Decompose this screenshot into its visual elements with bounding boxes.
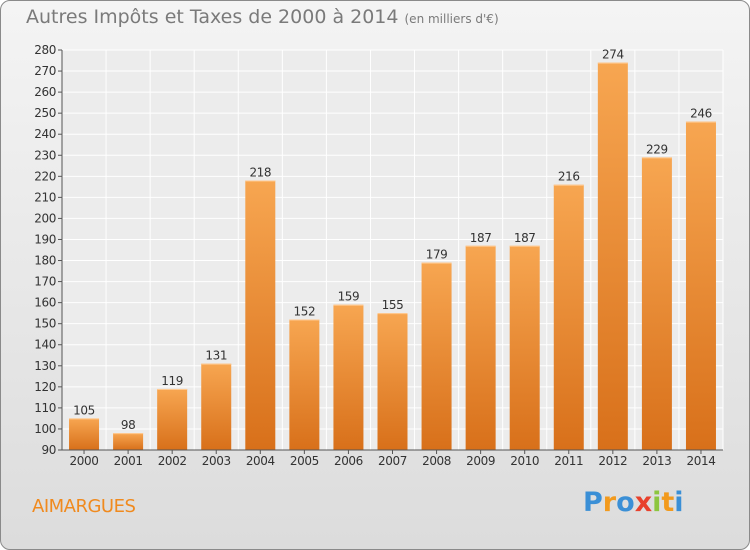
y-tick-label: 280 (34, 43, 56, 57)
x-tick-label-2000: 2000 (70, 454, 99, 468)
y-tick-label: 160 (34, 296, 56, 310)
bar-2000 (69, 418, 100, 450)
data-label-2000: 105 (73, 403, 95, 417)
y-tick-label: 240 (34, 127, 56, 141)
x-tick-label-2004: 2004 (246, 454, 275, 468)
y-tick-label: 230 (34, 148, 56, 162)
title-text: Autres Impôts et Taxes de 2000 à 2014 (26, 6, 399, 28)
logo-letter: o (616, 487, 635, 518)
x-tick-label-2001: 2001 (114, 454, 143, 468)
bar-2003 (201, 363, 232, 450)
data-label-2002: 119 (161, 374, 183, 388)
bar-layer (69, 62, 716, 451)
proxiti-logo[interactable]: Proxiti (583, 487, 684, 518)
data-label-2014: 246 (690, 107, 712, 121)
data-label-2001: 98 (121, 418, 135, 432)
data-label-2006: 159 (338, 290, 360, 304)
bar-2004 (245, 180, 276, 451)
y-tick-label: 130 (34, 359, 56, 373)
data-label-2010: 187 (514, 231, 536, 245)
logo-letter: i (652, 487, 662, 518)
x-tick-label-2005: 2005 (290, 454, 319, 468)
x-tick-label-2014: 2014 (686, 454, 715, 468)
y-tick-label: 210 (34, 190, 56, 204)
x-tick-label-2007: 2007 (378, 454, 407, 468)
y-tick-label: 170 (34, 275, 56, 289)
y-tick-label: 270 (34, 64, 56, 78)
bar-2013 (641, 157, 672, 451)
y-tick-label: 190 (34, 232, 56, 246)
x-tick-label-2008: 2008 (422, 454, 451, 468)
bar-2011 (553, 184, 584, 450)
label-layer: 105 98 119 131 218 152 159 155 179 187 187 216 274 22… (73, 48, 712, 433)
data-label-2008: 179 (426, 248, 448, 262)
x-tick-label-2006: 2006 (334, 454, 363, 468)
x-tick-label-2011: 2011 (554, 454, 583, 468)
x-tick-label-2003: 2003 (202, 454, 231, 468)
y-tick-label: 250 (34, 106, 56, 120)
x-tick-label-2012: 2012 (598, 454, 627, 468)
bar-2009 (465, 245, 496, 450)
logo-letter: t (661, 487, 675, 518)
y-tick-label: 200 (34, 211, 56, 225)
logo-letter: r (602, 487, 617, 518)
bar-2010 (509, 245, 540, 450)
y-tick-label: 260 (34, 85, 56, 99)
y-tick-label: 120 (34, 380, 56, 394)
axis-layer: 90 100 110 120 130 140 150 160 170 180 190 200 210 22… (34, 43, 723, 468)
title-unit: (en milliers d'€) (404, 12, 499, 26)
bar-2014 (685, 121, 716, 450)
x-tick-label-2009: 2009 (466, 454, 495, 468)
data-label-2007: 155 (382, 298, 404, 312)
chart-title: Autres Impôts et Taxes de 2000 à 2014 (en… (26, 6, 499, 28)
y-tick-label: 220 (34, 169, 56, 183)
y-tick-label: 150 (34, 317, 56, 331)
data-label-2009: 187 (470, 231, 492, 245)
data-label-2003: 131 (205, 349, 227, 363)
bar-2007 (377, 313, 408, 450)
bar-2005 (289, 319, 320, 450)
y-tick-label: 140 (34, 338, 56, 352)
logo-letter: i (674, 487, 684, 518)
y-tick-label: 100 (34, 422, 56, 436)
bar-2006 (333, 304, 364, 450)
logo-letter: P (583, 487, 603, 518)
bar-2001 (113, 433, 144, 450)
data-label-2012: 274 (602, 48, 624, 62)
y-tick-label: 110 (34, 401, 56, 415)
bar-2012 (597, 62, 628, 450)
x-tick-label-2002: 2002 (158, 454, 187, 468)
y-tick-label: 90 (42, 443, 56, 457)
x-tick-label-2013: 2013 (642, 454, 671, 468)
y-tick-label: 180 (34, 254, 56, 268)
data-label-2011: 216 (558, 170, 580, 184)
logo-letter: x (634, 487, 653, 518)
data-label-2005: 152 (294, 304, 316, 318)
data-label-2004: 218 (249, 166, 271, 180)
bar-2008 (421, 262, 452, 450)
data-label-2013: 229 (646, 142, 668, 156)
commune-name: AIMARGUES (32, 496, 136, 517)
x-tick-label-2010: 2010 (510, 454, 539, 468)
bar-2002 (157, 388, 188, 450)
